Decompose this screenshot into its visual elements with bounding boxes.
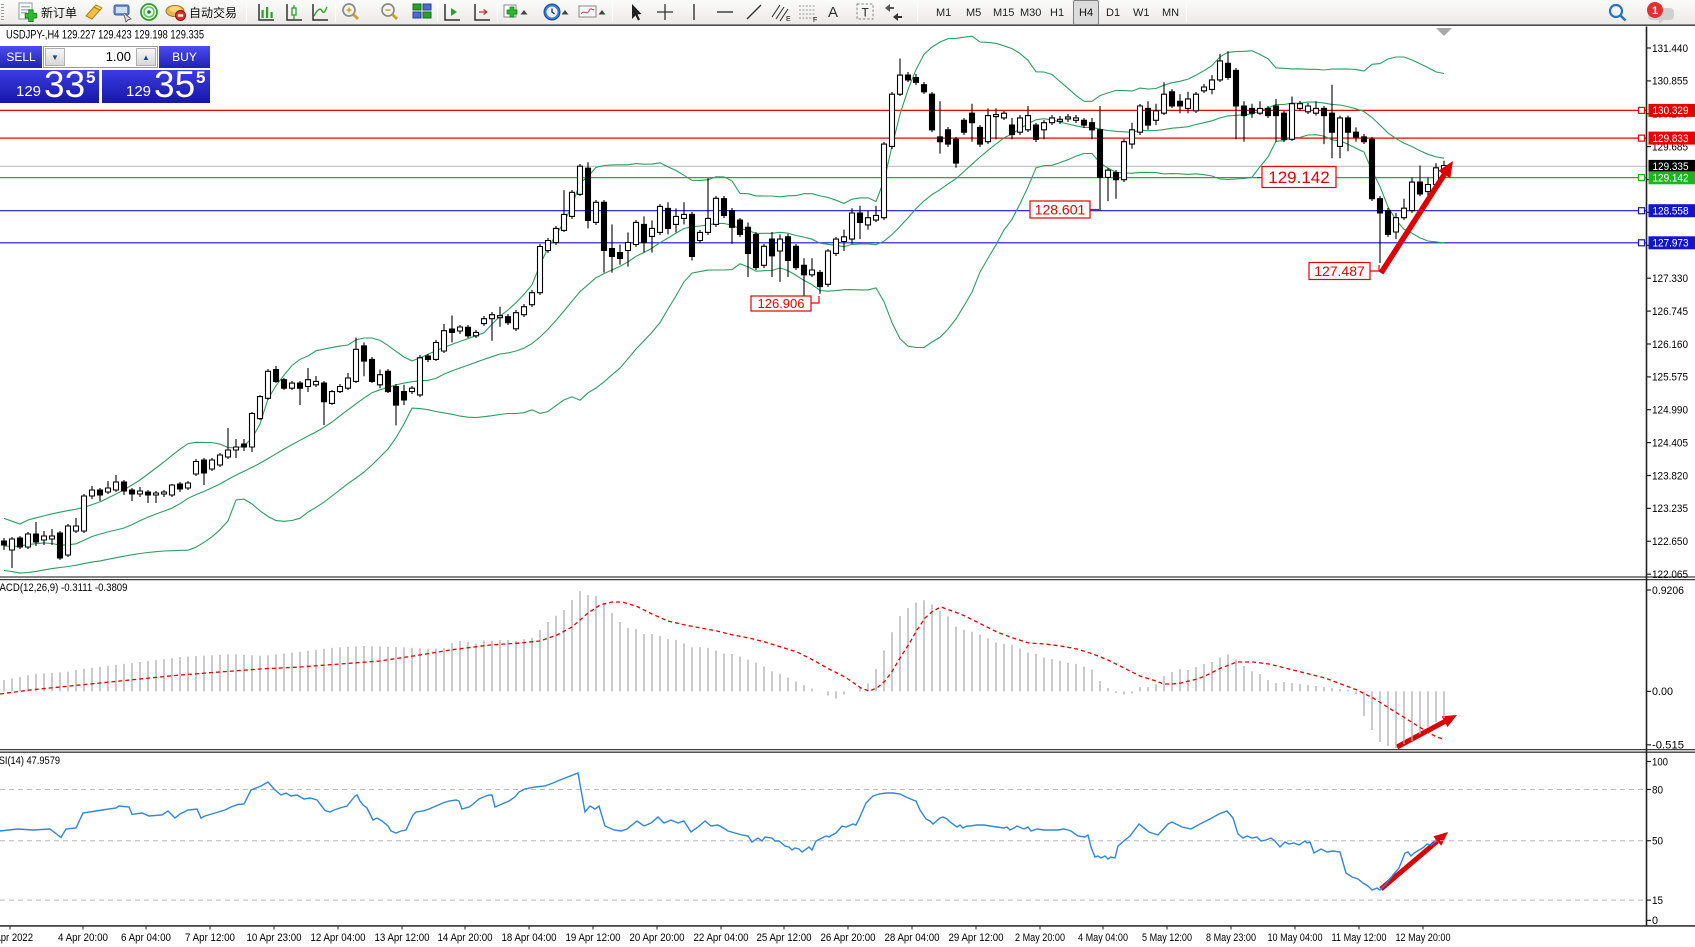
svg-text:126.906: 126.906 bbox=[758, 296, 805, 311]
svg-text:129.833: 129.833 bbox=[1653, 133, 1689, 145]
svg-text:4 May 04:00: 4 May 04:00 bbox=[1078, 932, 1128, 944]
svg-text:123.235: 123.235 bbox=[1652, 503, 1688, 515]
svg-text:28 Apr 04:00: 28 Apr 04:00 bbox=[885, 932, 940, 944]
svg-text:MACD(12,26,9) -0.3111 -0.3809: MACD(12,26,9) -0.3111 -0.3809 bbox=[0, 582, 128, 594]
svg-text:RSI(14) 47.9579: RSI(14) 47.9579 bbox=[0, 755, 60, 767]
svg-text:12 Apr 04:00: 12 Apr 04:00 bbox=[311, 932, 366, 944]
svg-text:0.9206: 0.9206 bbox=[1652, 585, 1684, 597]
svg-text:125.575: 125.575 bbox=[1652, 372, 1688, 384]
svg-text:127.330: 127.330 bbox=[1652, 273, 1688, 285]
svg-text:20 Apr 20:00: 20 Apr 20:00 bbox=[630, 932, 685, 944]
svg-text:130.855: 130.855 bbox=[1652, 76, 1688, 88]
svg-text:0.00: 0.00 bbox=[1652, 686, 1673, 698]
svg-text:-0.515: -0.515 bbox=[1652, 740, 1684, 752]
svg-text:T: T bbox=[862, 6, 870, 20]
svg-text:124.405: 124.405 bbox=[1652, 437, 1688, 449]
svg-text:130.329: 130.329 bbox=[1653, 105, 1689, 117]
svg-text:14 Apr 20:00: 14 Apr 20:00 bbox=[438, 932, 493, 944]
svg-text:122.065: 122.065 bbox=[1652, 569, 1688, 581]
svg-text:1: 1 bbox=[1652, 5, 1658, 17]
svg-text:15: 15 bbox=[1652, 895, 1663, 907]
svg-text:29 Apr 12:00: 29 Apr 12:00 bbox=[949, 932, 1004, 944]
svg-text:0: 0 bbox=[1652, 915, 1658, 927]
svg-text:13 Apr 12:00: 13 Apr 12:00 bbox=[375, 932, 430, 944]
svg-text:126.745: 126.745 bbox=[1652, 306, 1688, 318]
svg-text:100: 100 bbox=[1652, 756, 1668, 768]
svg-text:1 Apr 2022: 1 Apr 2022 bbox=[0, 932, 33, 944]
svg-text:128.601: 128.601 bbox=[1035, 202, 1086, 218]
svg-text:127.973: 127.973 bbox=[1653, 238, 1689, 250]
svg-text:25 Apr 12:00: 25 Apr 12:00 bbox=[757, 932, 812, 944]
svg-text:131.440: 131.440 bbox=[1652, 43, 1688, 55]
svg-text:124.990: 124.990 bbox=[1652, 405, 1688, 417]
svg-text:7 Apr 12:00: 7 Apr 12:00 bbox=[185, 932, 235, 944]
svg-text:8 May 23:00: 8 May 23:00 bbox=[1206, 932, 1256, 944]
svg-text:12 May 20:00: 12 May 20:00 bbox=[1396, 932, 1451, 944]
svg-text:22 Apr 04:00: 22 Apr 04:00 bbox=[694, 932, 749, 944]
svg-text:F: F bbox=[813, 17, 817, 24]
svg-text:26 Apr 20:00: 26 Apr 20:00 bbox=[821, 932, 876, 944]
svg-text:6 Apr 04:00: 6 Apr 04:00 bbox=[121, 932, 171, 944]
svg-text:129.142: 129.142 bbox=[1653, 173, 1689, 185]
svg-text:128.558: 128.558 bbox=[1653, 206, 1689, 218]
svg-text:10 May 04:00: 10 May 04:00 bbox=[1268, 932, 1323, 944]
svg-text:123.820: 123.820 bbox=[1652, 470, 1688, 482]
svg-text:129.142: 129.142 bbox=[1268, 168, 1329, 187]
svg-text:122.650: 122.650 bbox=[1652, 536, 1688, 548]
svg-text:80: 80 bbox=[1652, 784, 1663, 796]
svg-text:10 Apr 23:00: 10 Apr 23:00 bbox=[247, 932, 302, 944]
svg-text:4 Apr 20:00: 4 Apr 20:00 bbox=[58, 932, 108, 944]
svg-text:129.335: 129.335 bbox=[1653, 161, 1689, 173]
svg-text:E: E bbox=[786, 16, 791, 23]
svg-text:5 May 12:00: 5 May 12:00 bbox=[1142, 932, 1192, 944]
svg-text:18 Apr 04:00: 18 Apr 04:00 bbox=[502, 932, 557, 944]
svg-text:126.160: 126.160 bbox=[1652, 339, 1688, 351]
svg-text:50: 50 bbox=[1652, 836, 1663, 848]
svg-text:2 May 20:00: 2 May 20:00 bbox=[1015, 932, 1065, 944]
svg-text:USDJPY-,H4 129.227 129.423 12: USDJPY-,H4 129.227 129.423 129.198 129.3… bbox=[6, 30, 204, 42]
svg-text:127.487: 127.487 bbox=[1314, 263, 1365, 279]
svg-text:19 Apr 12:00: 19 Apr 12:00 bbox=[566, 932, 621, 944]
svg-text:11 May 12:00: 11 May 12:00 bbox=[1332, 932, 1387, 944]
